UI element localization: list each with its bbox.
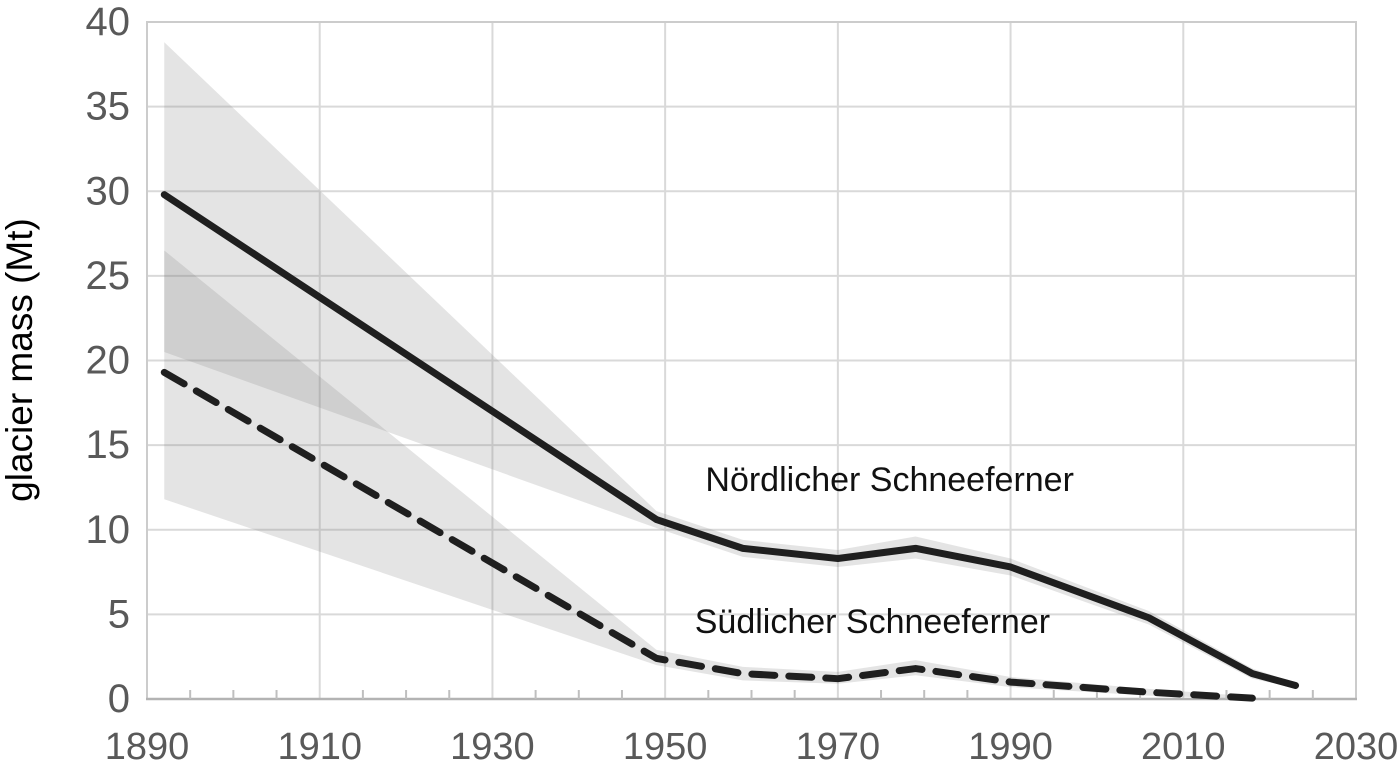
- x-tick-label: 2030: [1314, 726, 1399, 768]
- uncertainty-band-sudlicher: [164, 250, 1253, 700]
- x-tick-label: 1930: [450, 726, 535, 768]
- y-axis-title: glacier mass (Mt): [0, 218, 40, 502]
- y-tick-label: 15: [86, 423, 131, 467]
- series-label-nordlicher: Nördlicher Schneeferner: [705, 461, 1074, 499]
- x-tick-label: 2010: [1141, 726, 1226, 768]
- x-tick-label: 1970: [796, 726, 881, 768]
- x-tick-label: 1910: [277, 726, 362, 768]
- y-tick-label: 5: [108, 592, 130, 636]
- y-tick-label: 35: [86, 85, 131, 129]
- x-tick-label: 1890: [105, 726, 190, 768]
- y-tick-label: 10: [86, 508, 131, 552]
- y-tick-label: 40: [86, 0, 131, 44]
- y-tick-label: 20: [86, 339, 131, 383]
- y-tick-label: 0: [108, 677, 130, 721]
- series-label-sudlicher: Südlicher Schneeferner: [695, 603, 1050, 641]
- series-line-nordlicher: [160, 191, 1300, 689]
- uncertainty-band-nordlicher: [164, 42, 1296, 688]
- x-tick-label: 1990: [968, 726, 1053, 768]
- series-line-sudlicher: [160, 368, 1256, 702]
- y-tick-label: 30: [86, 169, 131, 213]
- x-tick-label: 1950: [623, 726, 708, 768]
- y-tick-label: 25: [86, 254, 131, 298]
